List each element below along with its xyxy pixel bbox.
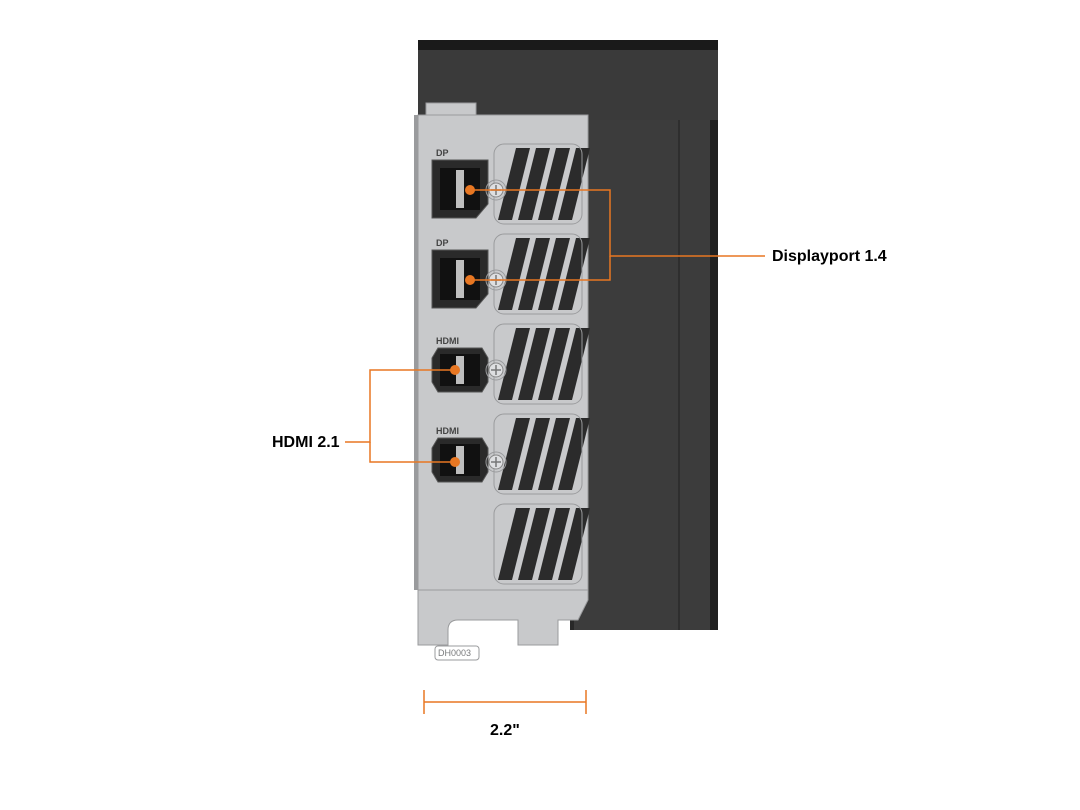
hdmi-label: HDMI 2.1: [272, 434, 340, 452]
part-number: DH0003: [438, 648, 471, 658]
hdmi-port: [432, 438, 488, 482]
dp-port: [432, 160, 488, 218]
hdmi-port-label: HDMI: [436, 336, 459, 346]
dp-port-label: DP: [436, 148, 449, 158]
dp-port: [432, 250, 488, 308]
displayport-label: Displayport 1.4: [772, 248, 887, 266]
hdmi-port-label: HDMI: [436, 426, 459, 436]
diagram-canvas: DH0003 DP DP HDMI HDMI: [0, 0, 1080, 810]
width-dimension-label: 2.2": [490, 722, 520, 740]
dp-port-label: DP: [436, 238, 449, 248]
